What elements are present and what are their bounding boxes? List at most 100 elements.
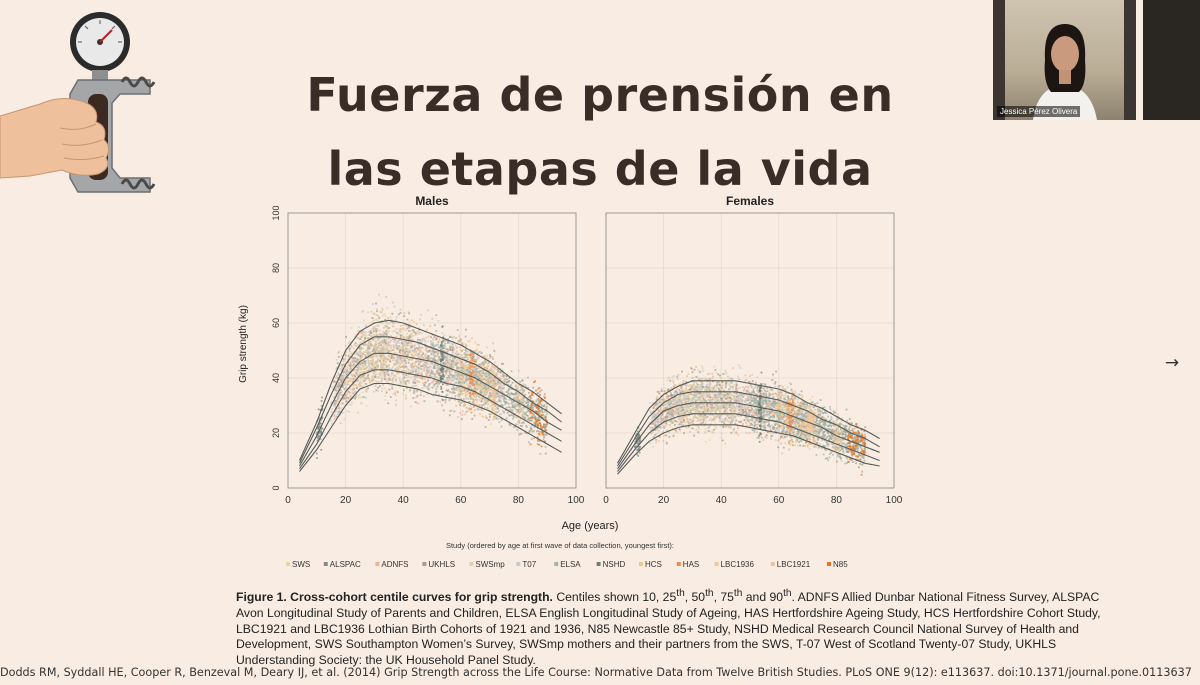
data-point	[495, 374, 498, 377]
data-point	[504, 378, 507, 381]
data-point	[435, 344, 438, 347]
data-point	[474, 374, 477, 376]
data-point	[497, 392, 500, 395]
data-point	[422, 382, 424, 385]
data-point	[384, 377, 387, 380]
data-point	[368, 345, 371, 348]
data-point	[389, 321, 391, 324]
data-point	[368, 347, 371, 350]
data-point	[666, 379, 669, 382]
data-point	[412, 370, 415, 373]
data-point	[480, 392, 482, 395]
data-point	[494, 372, 496, 375]
data-point	[414, 385, 416, 387]
data-point	[376, 334, 379, 337]
data-point	[394, 368, 397, 371]
data-point	[465, 380, 468, 383]
data-point	[538, 416, 540, 418]
data-point	[366, 348, 369, 351]
data-point	[341, 380, 343, 383]
data-point	[444, 367, 446, 369]
data-point	[457, 340, 460, 343]
data-point	[499, 377, 502, 380]
data-point	[446, 361, 449, 364]
data-point	[486, 357, 489, 360]
data-point	[318, 425, 321, 428]
data-point	[538, 412, 540, 415]
data-point	[406, 332, 408, 335]
data-point	[697, 419, 700, 422]
data-point	[492, 395, 495, 398]
data-point	[340, 409, 343, 411]
data-point	[446, 348, 448, 351]
data-point	[387, 341, 390, 344]
data-point	[489, 413, 491, 416]
data-point	[492, 366, 495, 369]
data-point	[425, 372, 427, 375]
data-point	[408, 326, 411, 329]
data-point	[406, 342, 408, 345]
data-point	[526, 418, 529, 421]
data-point	[424, 365, 427, 368]
data-point	[382, 370, 385, 373]
data-point	[517, 397, 520, 400]
data-point	[462, 389, 465, 392]
data-point	[529, 395, 532, 398]
data-point	[520, 398, 523, 400]
data-point	[388, 355, 391, 358]
data-point	[476, 343, 479, 346]
participant-video-tile[interactable]: Jessica Pérez Olivera	[993, 0, 1136, 120]
data-point	[381, 314, 384, 317]
data-point	[467, 392, 469, 395]
data-point	[448, 370, 451, 373]
data-point	[354, 360, 357, 363]
data-point	[441, 353, 444, 355]
data-point	[420, 359, 422, 361]
data-point	[401, 381, 404, 383]
data-point	[403, 312, 406, 314]
data-point	[368, 379, 371, 381]
data-point	[418, 376, 421, 379]
data-point	[510, 400, 513, 402]
data-point	[355, 350, 358, 353]
data-point	[492, 393, 494, 396]
data-point	[449, 348, 452, 351]
data-point	[419, 318, 421, 321]
data-point	[546, 420, 548, 423]
data-point	[321, 427, 324, 430]
data-point	[500, 363, 503, 365]
data-point	[372, 375, 375, 377]
data-point	[489, 369, 492, 372]
data-point	[527, 404, 530, 407]
data-point	[446, 376, 449, 379]
data-point	[348, 350, 351, 353]
data-point	[466, 373, 469, 375]
data-point	[466, 379, 469, 382]
data-point	[442, 409, 445, 412]
data-point	[320, 431, 322, 434]
data-point	[486, 386, 489, 389]
data-point	[479, 364, 482, 367]
data-point	[417, 347, 420, 350]
data-point	[357, 330, 360, 332]
data-point	[537, 408, 540, 411]
data-point	[469, 404, 472, 407]
data-point	[459, 381, 462, 384]
data-point	[365, 349, 368, 351]
data-point	[488, 378, 491, 381]
data-point	[367, 311, 369, 314]
data-point	[361, 330, 364, 332]
data-point	[440, 345, 443, 348]
data-point	[508, 398, 511, 401]
participant-avatar	[993, 0, 1136, 120]
data-point	[495, 407, 498, 410]
data-point	[377, 365, 379, 368]
data-point	[377, 376, 380, 379]
data-point	[356, 385, 359, 387]
scatter-points	[634, 364, 867, 476]
data-point	[407, 375, 410, 378]
data-point	[362, 375, 364, 377]
data-point	[358, 351, 361, 354]
data-point	[431, 372, 434, 375]
x-tick-label: 0	[285, 495, 291, 506]
